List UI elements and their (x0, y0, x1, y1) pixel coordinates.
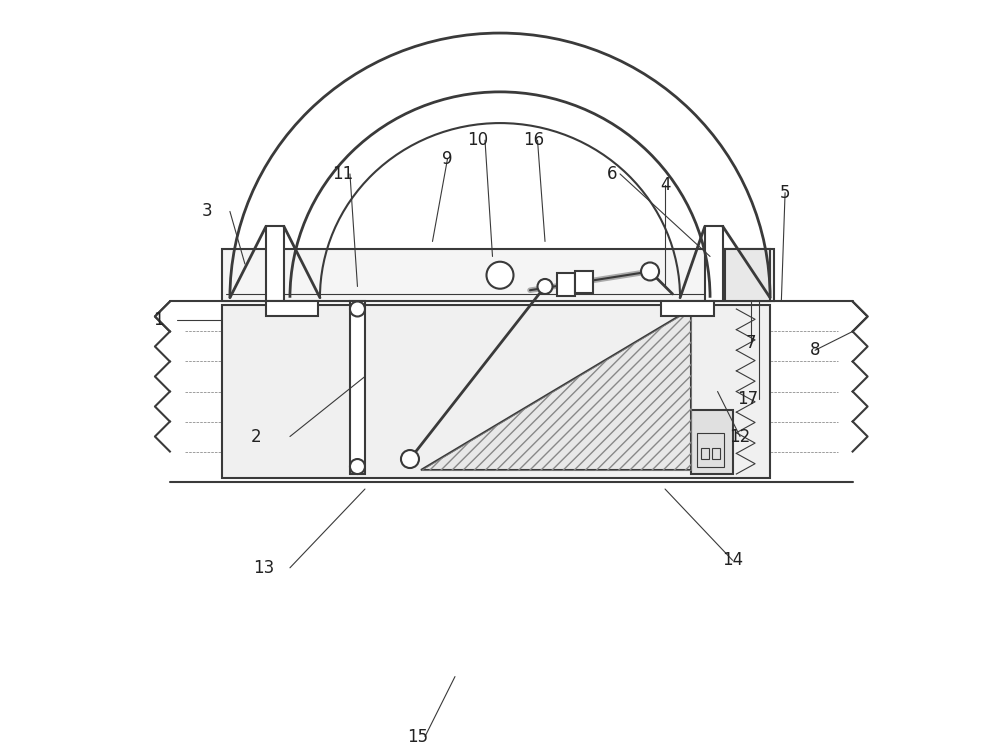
Text: 6: 6 (607, 165, 618, 183)
Bar (350, 301, 365, 474)
Text: 7: 7 (746, 334, 757, 352)
Bar (222, 305, 770, 478)
Bar (222, 249, 774, 301)
Text: 1: 1 (153, 311, 164, 329)
Bar (705, 227, 723, 301)
Circle shape (538, 279, 553, 294)
Bar (661, 301, 714, 316)
Text: 12: 12 (729, 428, 751, 446)
Text: 13: 13 (253, 559, 274, 577)
Circle shape (401, 450, 419, 468)
Circle shape (350, 459, 365, 474)
Text: 5: 5 (780, 184, 790, 202)
Bar (266, 301, 318, 316)
Text: 11: 11 (332, 165, 353, 183)
Circle shape (641, 263, 659, 280)
Text: 14: 14 (722, 551, 743, 569)
Text: 15: 15 (407, 727, 428, 745)
Bar (266, 227, 284, 301)
Text: 8: 8 (810, 341, 820, 359)
Bar (557, 273, 575, 296)
Text: 10: 10 (467, 131, 488, 149)
Text: 17: 17 (737, 390, 758, 408)
Bar (691, 410, 733, 474)
Text: 4: 4 (660, 176, 670, 194)
Text: 3: 3 (202, 203, 213, 221)
Text: 16: 16 (523, 131, 544, 149)
Bar (697, 433, 724, 467)
Text: 9: 9 (442, 150, 453, 168)
Bar (712, 448, 720, 459)
Text: 2: 2 (251, 428, 261, 446)
Circle shape (350, 301, 365, 316)
Bar (575, 270, 593, 293)
Circle shape (486, 262, 514, 288)
Polygon shape (421, 309, 691, 471)
Bar (725, 249, 770, 301)
Bar (701, 448, 709, 459)
